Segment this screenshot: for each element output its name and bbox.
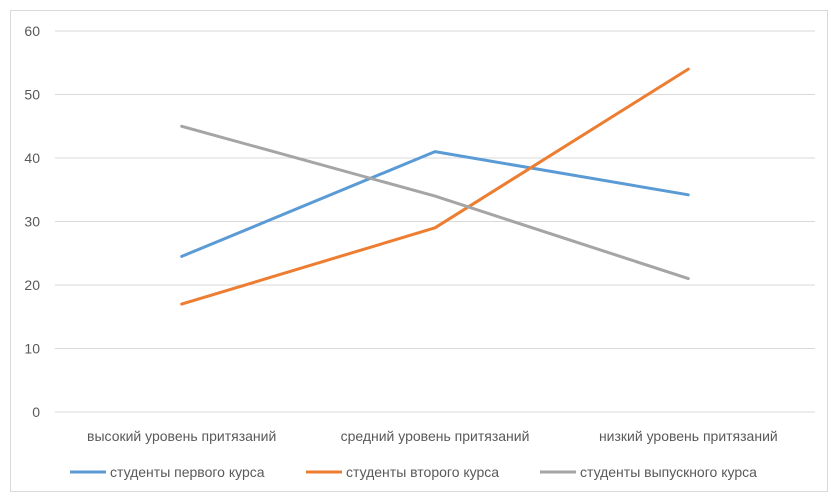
x-tick-label: высокий уровень притязаний (87, 428, 276, 444)
legend-label-3: студенты выпускного курса (580, 464, 757, 480)
gridlines (55, 30, 815, 413)
series-line-2 (180, 67, 690, 306)
x-tick-label: низкий уровень притязаний (599, 428, 778, 444)
y-tick-label: 50 (24, 87, 40, 103)
y-tick-label: 40 (24, 150, 40, 166)
y-tick-label: 10 (24, 341, 40, 357)
series-line-1 (180, 150, 690, 258)
y-tick-label: 0 (32, 404, 40, 420)
series-line-3 (180, 124, 690, 281)
y-tick-label: 20 (24, 277, 40, 293)
series-lines (180, 67, 690, 306)
legend-label-1: студенты первого курса (110, 464, 265, 480)
x-axis-ticks: высокий уровень притязаний средний уровен… (87, 428, 778, 444)
legend-label-2: студенты второго курса (346, 464, 499, 480)
y-tick-label: 30 (24, 214, 40, 230)
x-tick-label: средний уровень притязаний (341, 428, 530, 444)
legend: студенты первого курса студенты второго к… (70, 464, 757, 480)
y-tick-label: 60 (24, 23, 40, 39)
y-axis-ticks: 0 10 20 30 40 50 60 (24, 23, 40, 420)
